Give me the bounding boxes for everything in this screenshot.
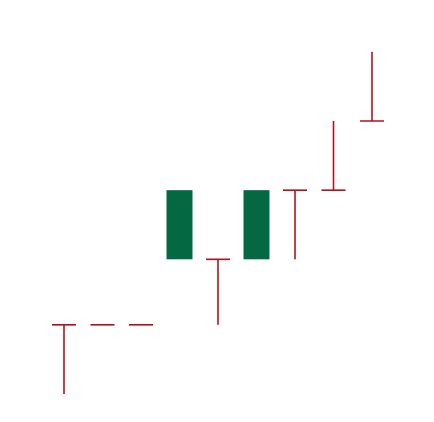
candle-8	[321, 121, 346, 191]
candle-6	[243, 190, 270, 260]
candle-body	[243, 190, 270, 260]
candle-1	[52, 324, 76, 394]
candle-7	[283, 189, 307, 260]
candle-5	[206, 258, 230, 325]
candle-body	[166, 190, 193, 260]
candles-group	[52, 51, 384, 394]
candle-4	[166, 190, 193, 260]
candle-9	[360, 51, 384, 122]
